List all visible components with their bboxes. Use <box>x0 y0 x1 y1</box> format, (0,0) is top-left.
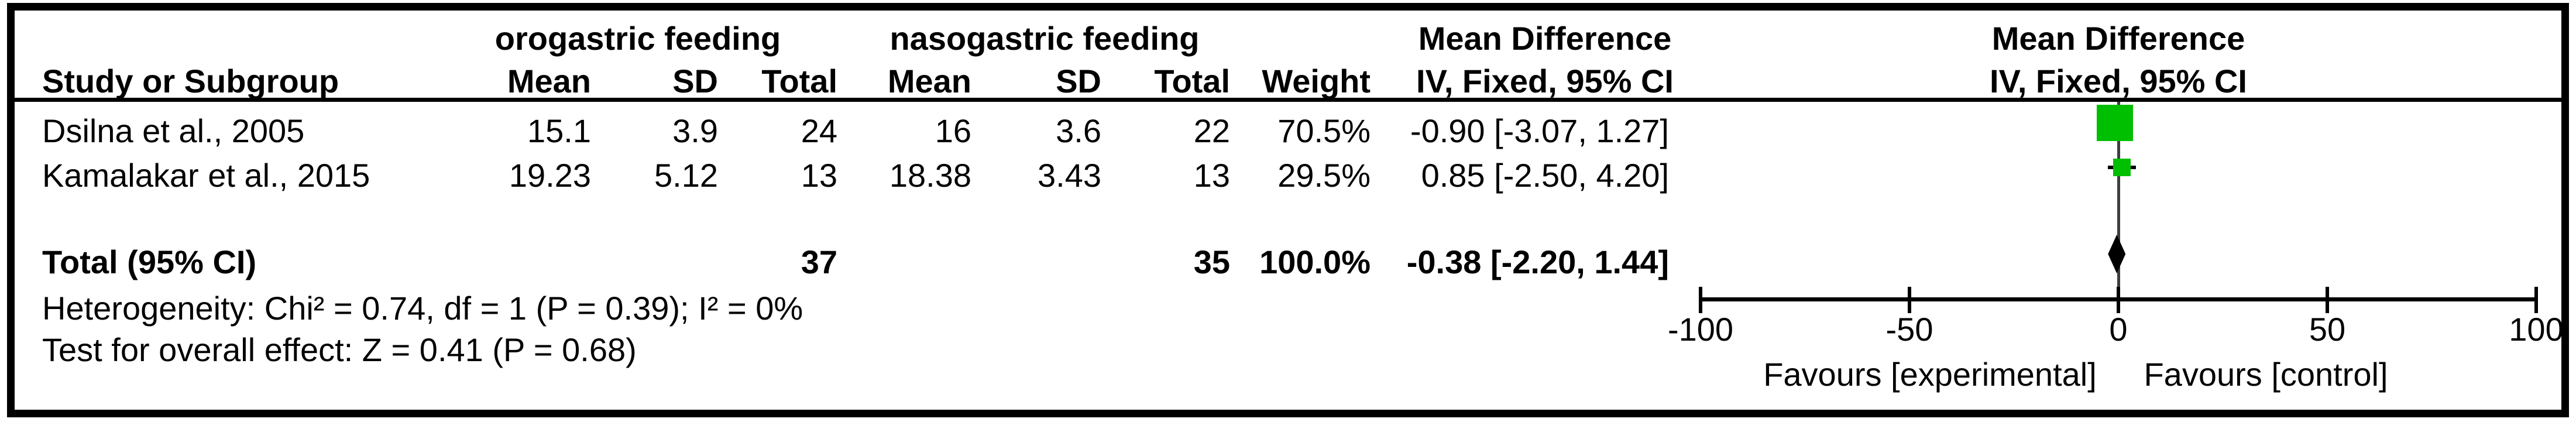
study-sd2: 3.6 <box>1056 112 1101 149</box>
study-label: Kamalakar et al., 2015 <box>42 157 370 194</box>
total-total1: 37 <box>801 243 837 280</box>
total-weight: 100.0% <box>1259 243 1371 280</box>
col-header-weight: Weight <box>1262 63 1371 100</box>
study-sd1: 3.9 <box>672 112 718 149</box>
axis-tick-label: -100 <box>1667 311 1734 348</box>
study-weight: 29.5% <box>1277 157 1371 194</box>
favours-left-label: Favours [experimental] <box>1763 356 2097 393</box>
col-header-mean2: Mean <box>887 63 971 100</box>
favours-right-label: Favours [control] <box>2144 356 2388 393</box>
axis-tick-label: -50 <box>1885 311 1933 348</box>
study-total2: 22 <box>1193 112 1230 149</box>
group1-header: orogastric feeding <box>494 20 781 57</box>
study-mean1: 15.1 <box>527 112 591 149</box>
total-label: Total (95% CI) <box>42 243 257 280</box>
study-total1: 13 <box>801 157 837 194</box>
study-ci-text: -0.90 [-3.07, 1.27] <box>1410 112 1669 149</box>
total-total2: 35 <box>1193 243 1230 280</box>
col-header-sd2: SD <box>1056 63 1101 100</box>
axis-tick <box>1699 287 1702 313</box>
study-label: Dsilna et al., 2005 <box>42 112 305 149</box>
effect-title-text-column: Mean Difference <box>1418 20 1672 57</box>
col-header-ci-plot: IV, Fixed, 95% CI <box>1990 63 2247 100</box>
axis-tick <box>1908 287 1911 313</box>
col-header-total1: Total <box>761 63 837 100</box>
zero-effect-line <box>2117 102 2120 297</box>
study-mean2: 18.38 <box>889 157 971 194</box>
axis-tick-label: 0 <box>2109 311 2128 348</box>
col-header-study: Study or Subgroup <box>42 63 339 100</box>
group2-header: nasogastric feeding <box>889 20 1200 57</box>
study-ci-text: 0.85 [-2.50, 4.20] <box>1421 157 1669 194</box>
study-total2: 13 <box>1193 157 1230 194</box>
figure-border <box>7 3 2569 417</box>
overall-effect-text: Test for overall effect: Z = 0.41 (P = 0… <box>42 331 637 368</box>
col-header-ci-text: IV, Fixed, 95% CI <box>1416 63 1674 100</box>
study-weight-square <box>2096 105 2133 141</box>
study-total1: 24 <box>801 112 837 149</box>
axis-tick <box>2117 287 2120 313</box>
axis-tick <box>2534 287 2538 313</box>
axis-tick <box>2326 287 2329 313</box>
study-mean2: 16 <box>935 112 971 149</box>
effect-title-plot-column: Mean Difference <box>1991 20 2245 57</box>
study-sd1: 5.12 <box>654 157 718 194</box>
study-sd2: 3.43 <box>1038 157 1101 194</box>
study-mean1: 19.23 <box>509 157 591 194</box>
header-divider-line <box>15 98 2561 102</box>
col-header-sd1: SD <box>672 63 718 100</box>
study-weight: 70.5% <box>1277 112 1371 149</box>
total-ci-text: -0.38 [-2.20, 1.44] <box>1406 243 1669 280</box>
col-header-mean1: Mean <box>507 63 591 100</box>
study-weight-square <box>2113 159 2131 176</box>
axis-tick-label: 100 <box>2509 311 2564 348</box>
axis-tick-label: 50 <box>2309 311 2346 348</box>
heterogeneity-text: Heterogeneity: Chi² = 0.74, df = 1 (P = … <box>42 290 803 327</box>
col-header-total2: Total <box>1154 63 1230 100</box>
